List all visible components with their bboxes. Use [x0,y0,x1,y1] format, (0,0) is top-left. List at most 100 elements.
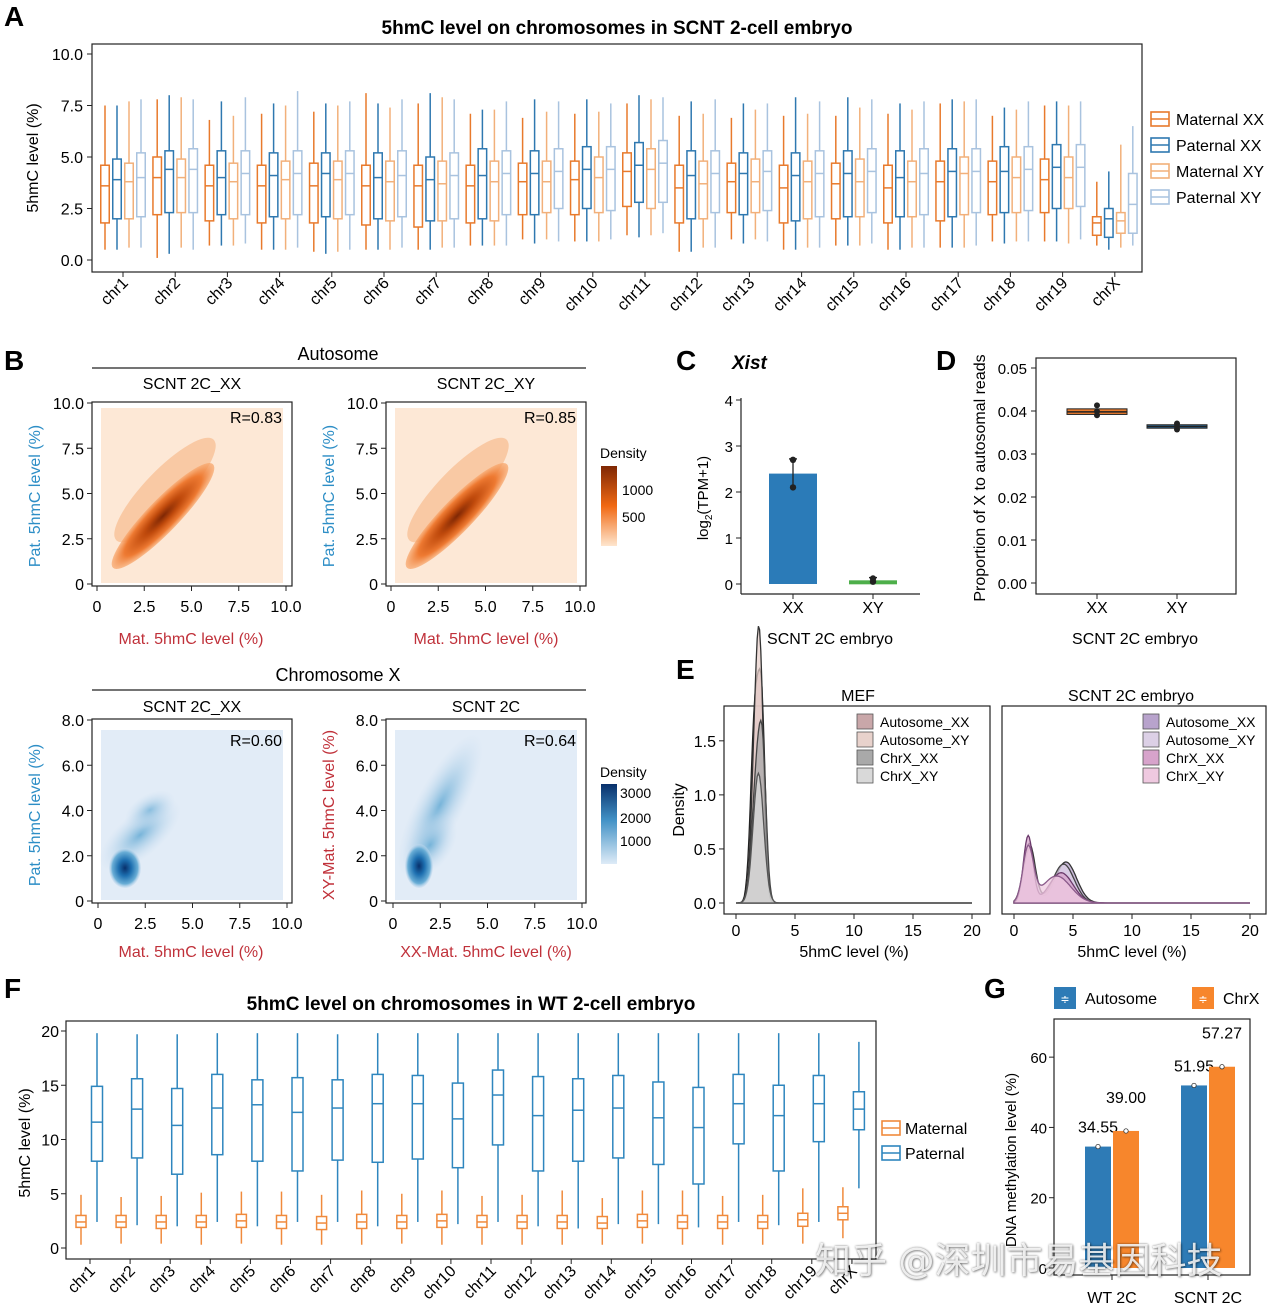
panel-c-plot: 0 1 2 3 4 XX XY [725,393,920,617]
box-paternal-xy [553,101,564,242]
legend-item-chrx_xx: ChrX_XX [1142,749,1225,766]
colorbar-tick: 1000 [622,482,653,498]
box-maternal-xx [361,93,371,250]
y-tick-label: 0 [1039,1261,1047,1278]
density-hotspot [405,844,433,888]
box-paternal [170,1034,184,1227]
x-tick-label: chr3 [202,275,236,309]
x-tick-label: chr14 [770,275,810,315]
box [170,1087,184,1175]
density-plot-chrx-xx: SCNT 2C_XX R=0.60 0 2.5 5.0 7.5 10.0 0 2.0 4.0 6… [27,699,303,961]
data-point [1191,1082,1197,1089]
y-tick-label: 7.5 [62,441,84,458]
legend-item-chrx: ≑ ChrX [1192,987,1260,1009]
box-paternal [371,1033,384,1227]
box-paternal-xx [686,101,697,252]
density-curve-chrx_xy [1013,844,1250,904]
box [726,162,737,214]
box-paternal-xy [501,101,512,246]
colorbar [601,784,617,864]
x-tick-label: 10.0 [564,599,595,616]
box-maternal-xx [883,113,893,250]
box-paternal-xx [1103,171,1114,250]
legend-label: ChrX_XY [1166,768,1225,784]
box-maternal-xx [935,103,946,248]
box-maternal-xy [437,97,448,248]
x-tick-label: 20 [963,923,981,940]
box-maternal-xx [204,119,215,246]
legend-label: Autosome_XY [1166,732,1256,748]
x-tick-label: 7.5 [229,916,251,933]
panel-e-scnt-plot: 0 5 10 15 20 Autosome_XX Autosome_XY ChrX_XX Chr… [1001,705,1267,940]
legend-label: ChrX_XX [880,750,939,766]
box-maternal [195,1192,208,1245]
density-hotspot [111,463,215,569]
bar-autosome [1181,1085,1207,1268]
box [385,160,395,222]
legend-item-paternal-xy: Paternal XY [1150,189,1262,207]
x-tick-label: 2.5 [134,916,156,933]
panel-a-legend: Maternal XX Paternal XX Maternal XY Pate… [1150,111,1264,207]
box-maternal [155,1195,167,1244]
box [830,162,841,220]
box-paternal [772,1033,785,1226]
box [692,1086,705,1185]
data-point [1094,402,1100,409]
box [1091,215,1102,237]
box [331,1079,344,1161]
box-maternal-xy [124,101,134,248]
box-paternal-xx [425,93,436,250]
y-tick-label: 5.0 [61,150,83,167]
box-paternal [291,1033,304,1222]
legend-swatch [1142,713,1160,730]
x-tick-label: chr18 [979,275,1019,315]
box-paternal-xy [762,103,773,242]
box [373,152,383,220]
density-legend-blue: Density 3000 2000 1000 [600,764,651,864]
y-tick-label: 7.5 [61,99,83,116]
box-maternal-xx [308,111,319,252]
box [935,160,946,222]
box-paternal-xy [1127,126,1138,246]
x-tick-label: chr16 [660,1263,700,1303]
box-maternal-xx [830,115,841,246]
x-tick-label: WT 2C [1087,1290,1136,1307]
density-legend-orange: Density 1000 500 [600,445,653,546]
box-paternal [812,1033,826,1222]
box [605,145,616,212]
y-tick-label: 5.0 [356,487,378,504]
box [842,150,853,218]
panel-d-ylabel: Proportion of X to autosomal reads [972,354,989,601]
xlabel: Mat. 5hmC level (%) [119,631,264,648]
box-paternal-xx [634,95,644,238]
box-paternal-xy [866,99,877,244]
box-maternal-xx [726,117,737,240]
plot-title: SCNT 2C_XX [143,699,242,716]
plot-frame [1053,1018,1251,1276]
box [320,152,331,218]
box-maternal [716,1195,729,1245]
box [489,160,500,222]
box-paternal-xx [373,103,383,250]
xlabel: Mat. 5hmC level (%) [119,944,264,961]
x-tick-label: chr5 [307,275,341,309]
box [501,150,512,216]
panel-e-ylabel: Density [671,783,688,836]
data-point [1174,423,1180,430]
box [895,150,905,218]
box [491,1069,505,1146]
legend-item-paternal-xx: Paternal XX [1150,137,1262,155]
box [750,158,761,214]
x-tick-label: chr6 [265,1263,299,1297]
legend-label: Paternal [905,1146,965,1163]
density-cloud [124,790,176,830]
box-paternal [692,1033,705,1228]
x-tick-label: chr19 [1031,275,1071,315]
box-maternal [636,1190,649,1244]
box [571,1077,585,1162]
box [959,156,970,216]
box [228,162,239,220]
box [280,160,291,220]
box-maternal-xx [778,115,789,250]
legend-label: ChrX [1223,991,1260,1008]
